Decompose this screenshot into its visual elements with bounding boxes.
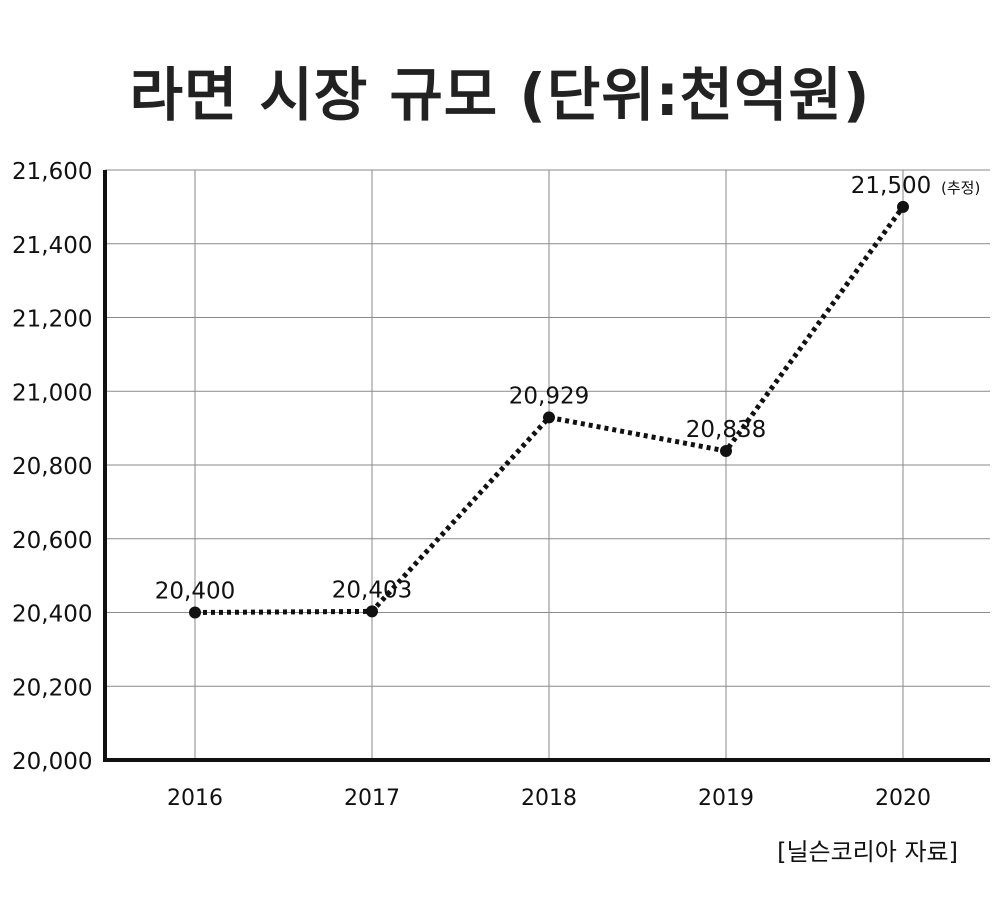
y-tick-label: 21,600 xyxy=(12,159,92,185)
y-tick-label: 21,200 xyxy=(12,307,92,333)
data-point xyxy=(543,411,555,424)
y-tick-label: 21,000 xyxy=(12,380,92,406)
data-point xyxy=(189,606,201,619)
x-tick-label: 2020 xyxy=(875,786,931,811)
data-point xyxy=(366,605,378,618)
series xyxy=(189,200,909,619)
x-tick-label: 2019 xyxy=(698,786,754,811)
x-tick-label: 2016 xyxy=(167,786,223,811)
data-labels: 20,400 20,403 20,929 20,838 21,500 (추정) xyxy=(155,173,981,605)
data-label: 21,500 xyxy=(851,173,931,199)
data-label: 20,929 xyxy=(509,383,589,409)
data-label: 20,400 xyxy=(155,579,235,605)
y-tick-label: 20,400 xyxy=(12,602,92,628)
source-note: [닐슨코리아 자료] xyxy=(777,838,958,866)
axes xyxy=(103,170,990,762)
y-tick-label: 20,200 xyxy=(12,675,92,701)
x-tick-label: 2018 xyxy=(521,786,577,811)
y-tick-labels: 20,000 20,200 20,400 20,600 20,800 21,000 21,2… xyxy=(12,159,92,775)
annotation-label: (추정) xyxy=(941,179,980,197)
grid xyxy=(105,169,990,760)
x-tick-labels: 2016 2017 2018 2019 2020 xyxy=(167,786,931,811)
y-tick-label: 20,600 xyxy=(12,528,92,554)
data-point xyxy=(897,200,909,213)
y-tick-label: 20,800 xyxy=(12,454,92,480)
series-line xyxy=(194,205,906,615)
data-label: 20,838 xyxy=(686,417,766,443)
y-tick-label: 20,000 xyxy=(12,749,92,775)
chart-title: 라면 시장 규모 (단위:천억원) xyxy=(129,61,871,129)
data-label: 20,403 xyxy=(332,577,412,603)
y-tick-label: 21,400 xyxy=(12,233,92,259)
x-tick-label: 2017 xyxy=(344,786,400,811)
data-point xyxy=(720,444,732,457)
